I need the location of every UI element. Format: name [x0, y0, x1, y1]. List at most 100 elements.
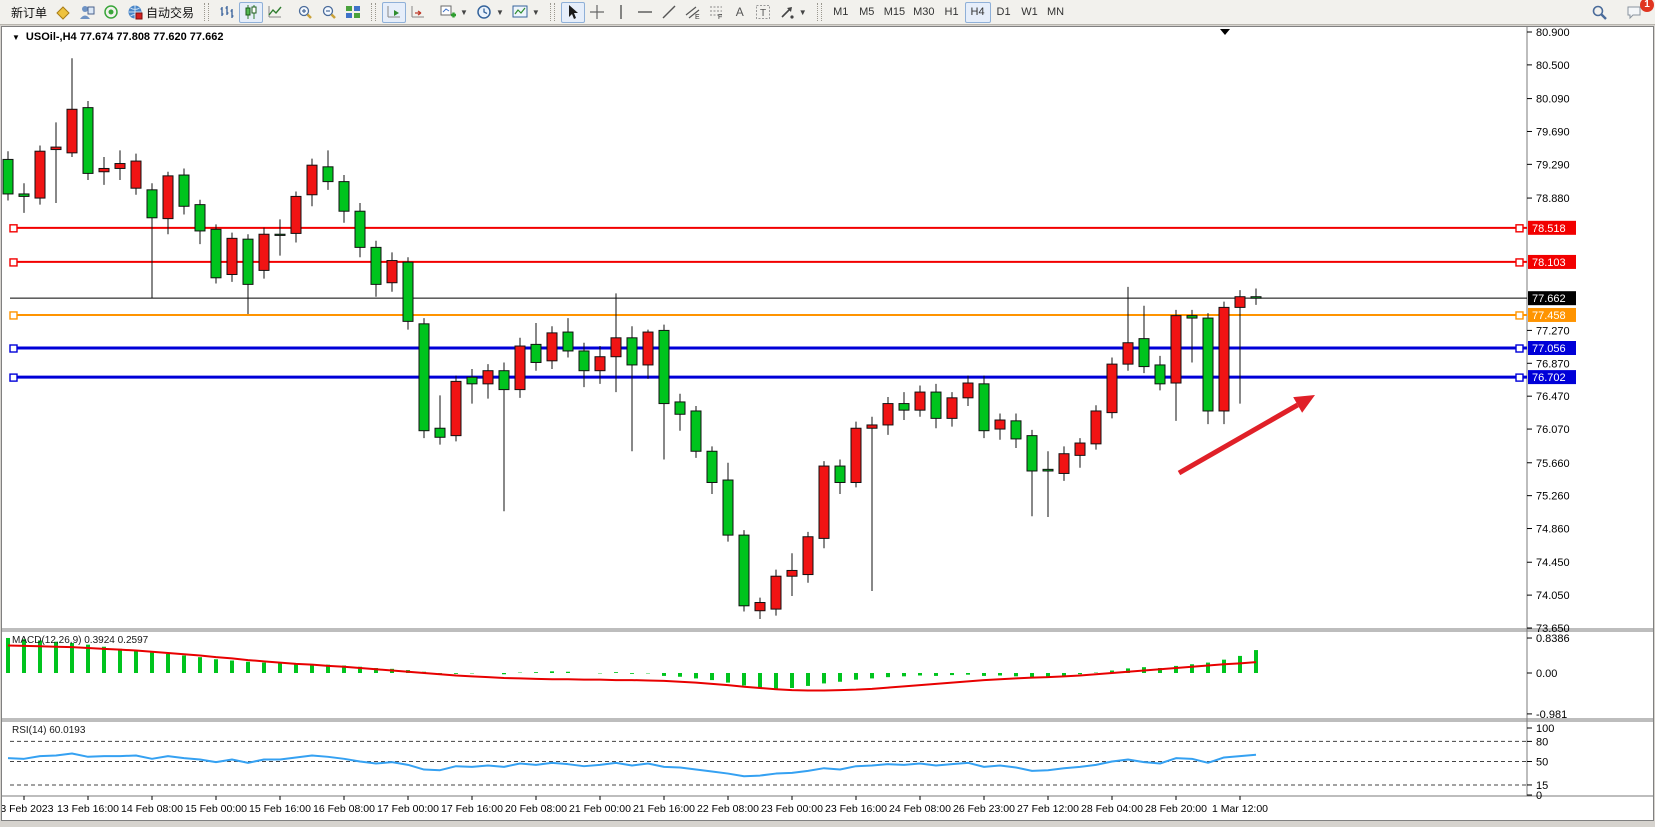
auto-trading-icon — [128, 5, 143, 20]
template-icon — [512, 5, 528, 18]
timeframe-D1[interactable]: D1 — [996, 6, 1011, 18]
period-button[interactable]: ▼ — [472, 2, 508, 23]
candlesticks — [2, 58, 1262, 619]
new-order-button[interactable]: 新订单 — [7, 2, 51, 23]
search-button[interactable] — [1587, 2, 1612, 23]
candle-body — [514, 345, 526, 391]
trend-arrow-object[interactable] — [1177, 395, 1315, 476]
zoom-out-button[interactable] — [317, 2, 341, 23]
vertical-line-icon — [620, 5, 622, 19]
svg-text:80.900: 80.900 — [1536, 27, 1570, 39]
candle-body — [1218, 306, 1230, 412]
scroll-marker-icon — [1220, 29, 1230, 35]
line-chart-button[interactable] — [263, 2, 287, 23]
text-tool-button[interactable]: A — [729, 2, 751, 23]
line-handle[interactable] — [1515, 344, 1524, 353]
toolbar-grip[interactable] — [204, 3, 210, 21]
template-button[interactable]: ▼ — [508, 2, 544, 23]
arrows-tool-button[interactable]: ▼ — [775, 2, 811, 23]
horizontal-line-tool-button[interactable] — [633, 2, 657, 23]
chart-title[interactable]: ▼ USOil-,H4 77.674 77.808 77.620 77.662 — [12, 31, 223, 43]
svg-text:T: T — [760, 8, 766, 19]
timeframe-W1[interactable]: W1 — [1021, 6, 1038, 18]
toolbar-grip[interactable] — [371, 3, 377, 21]
notifications-button[interactable]: 1 — [1622, 0, 1654, 23]
signals-icon — [104, 5, 118, 19]
candle-body — [354, 210, 366, 248]
toolbar-right: 1 — [1587, 0, 1655, 23]
horizontal-line-icon — [637, 11, 652, 13]
svg-text:50: 50 — [1536, 757, 1548, 769]
toolbar-group-indicators: ▼ ▼ ▼ — [433, 1, 547, 23]
time-label: 16 Feb 08:00 — [313, 803, 375, 815]
timeframe-H1[interactable]: H1 — [944, 6, 959, 18]
toolbar-grip[interactable] — [549, 3, 555, 21]
candle-body — [1090, 410, 1102, 445]
time-label: 22 Feb 08:00 — [697, 803, 759, 815]
channel-tool-button[interactable]: E — [681, 2, 705, 23]
candle-body — [738, 534, 750, 607]
timeframe-H4[interactable]: H4 — [964, 1, 991, 23]
line-handle[interactable] — [9, 373, 18, 382]
line-handle[interactable] — [1515, 311, 1524, 320]
chart-shift-button[interactable] — [406, 2, 430, 23]
auto-trading-button[interactable]: 自动交易 — [123, 2, 198, 23]
line-handle[interactable] — [9, 224, 18, 233]
candle-body — [1074, 442, 1086, 456]
candle-body — [498, 370, 510, 391]
add-indicator-button[interactable]: ▼ — [436, 2, 472, 23]
svg-text:74.450: 74.450 — [1536, 557, 1570, 569]
svg-text:80.500: 80.500 — [1536, 60, 1570, 72]
trendline-tool-button[interactable] — [657, 2, 681, 23]
candle-body — [626, 337, 638, 366]
line-handle[interactable] — [9, 258, 18, 267]
candle-body — [594, 356, 606, 372]
signals-button[interactable] — [99, 2, 123, 23]
timeframe-M30[interactable]: M30 — [913, 6, 935, 18]
tile-windows-button[interactable] — [341, 2, 365, 23]
timeframe-M15[interactable]: M15 — [883, 6, 906, 18]
market-watch-button[interactable] — [51, 2, 75, 23]
candle-body — [450, 380, 462, 437]
candle-body — [210, 228, 222, 279]
toolbar-group-trade: 新订单 自动交易 — [4, 1, 201, 23]
candle-body — [146, 189, 158, 219]
time-label: 24 Feb 08:00 — [889, 803, 951, 815]
auto-scroll-button[interactable] — [382, 1, 407, 23]
time-label: 13 Feb 16:00 — [57, 803, 119, 815]
cursor-tool-button[interactable] — [560, 1, 585, 23]
equidistant-channel-icon: E — [685, 6, 700, 20]
candle-body — [1106, 363, 1118, 414]
line-handle[interactable] — [1515, 373, 1524, 382]
chart-canvas[interactable]: 80.900 80.500 80.090 79.690 79.290 78.880 77.2… — [0, 27, 1653, 820]
zoom-in-button[interactable] — [293, 2, 317, 23]
bar-chart-button[interactable] — [215, 2, 239, 23]
candlestick-chart-button[interactable] — [239, 1, 264, 23]
line-handle[interactable] — [9, 344, 18, 353]
price-axis[interactable]: 80.900 80.500 80.090 79.690 79.290 78.880 77.2… — [1527, 27, 1570, 635]
toolbar-group-timeframes: M1 M5 M15 M30 H1 H4 D1 W1 MN — [825, 1, 1072, 23]
add-indicator-icon — [440, 5, 457, 18]
price-badges: 78.518 78.103 77.662 77.458 77.056 76.702 — [1528, 220, 1576, 385]
data-window-button[interactable] — [75, 2, 99, 23]
panel-separators — [2, 27, 1653, 797]
text-label-icon: T — [755, 5, 770, 19]
timeframe-MN[interactable]: MN — [1046, 6, 1065, 18]
time-label: 28 Feb 04:00 — [1081, 803, 1143, 815]
vertical-line-tool-button[interactable] — [609, 2, 633, 23]
line-handle[interactable] — [1515, 224, 1524, 233]
time-label: 17 Feb 16:00 — [441, 803, 503, 815]
trendline-icon — [662, 5, 676, 19]
timeframe-M5[interactable]: M5 — [859, 6, 875, 18]
candle-body — [658, 329, 670, 405]
svg-text:F: F — [718, 14, 722, 20]
horizontal-line-objects[interactable] — [9, 224, 1527, 382]
line-handle[interactable] — [1515, 258, 1524, 267]
line-handle[interactable] — [9, 311, 18, 320]
fibonacci-tool-button[interactable]: F — [705, 2, 729, 23]
timeframe-M1[interactable]: M1 — [833, 6, 849, 18]
toolbar-grip[interactable] — [816, 3, 822, 21]
text-label-tool-button[interactable]: T — [751, 2, 775, 23]
crosshair-tool-button[interactable] — [585, 2, 609, 23]
